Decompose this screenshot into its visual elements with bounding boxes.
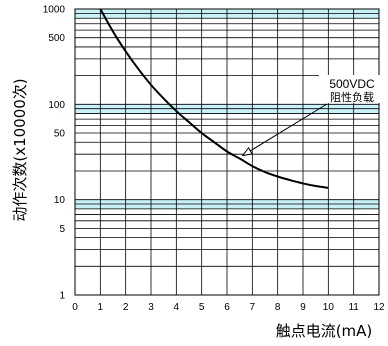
annotation-voltage: 500VDC [329, 77, 375, 91]
x-tick-label: 6 [224, 302, 230, 313]
y-tick-label: 500 [48, 33, 65, 44]
x-tick-label: 5 [199, 302, 205, 313]
x-tick-label: 11 [348, 302, 359, 313]
plot-frame [74, 8, 380, 296]
x-tick-label: 12 [373, 302, 385, 313]
y-tick-label: 50 [54, 129, 66, 140]
x-tick-label: 3 [148, 302, 154, 313]
x-tick-label: 2 [123, 302, 129, 313]
y-axis-title: 动作次数(x10000次) [11, 78, 29, 221]
x-tick-label: 8 [275, 302, 281, 313]
x-tick-label: 0 [72, 302, 78, 313]
x-tick-label: 7 [250, 302, 256, 313]
x-tick-label: 10 [323, 302, 335, 313]
x-tick-label: 9 [300, 302, 306, 313]
annotation-leader [242, 103, 328, 156]
annotation-bg [319, 75, 385, 103]
series-line-0 [99, 8, 329, 189]
y-tick-label: 1000 [43, 5, 66, 16]
x-tick-label: 1 [98, 302, 104, 313]
annotation-load: 阻性负载 [330, 90, 374, 104]
y-tick-label: 1 [59, 291, 65, 302]
y-tick-label: 5 [59, 224, 65, 235]
y-tick-label: 100 [48, 100, 65, 111]
y-tick-label: 10 [54, 195, 66, 206]
annotation-arrowhead [241, 146, 253, 157]
x-tick-label: 4 [174, 302, 180, 313]
x-axis-title: 触点电流(mA) [276, 322, 373, 340]
